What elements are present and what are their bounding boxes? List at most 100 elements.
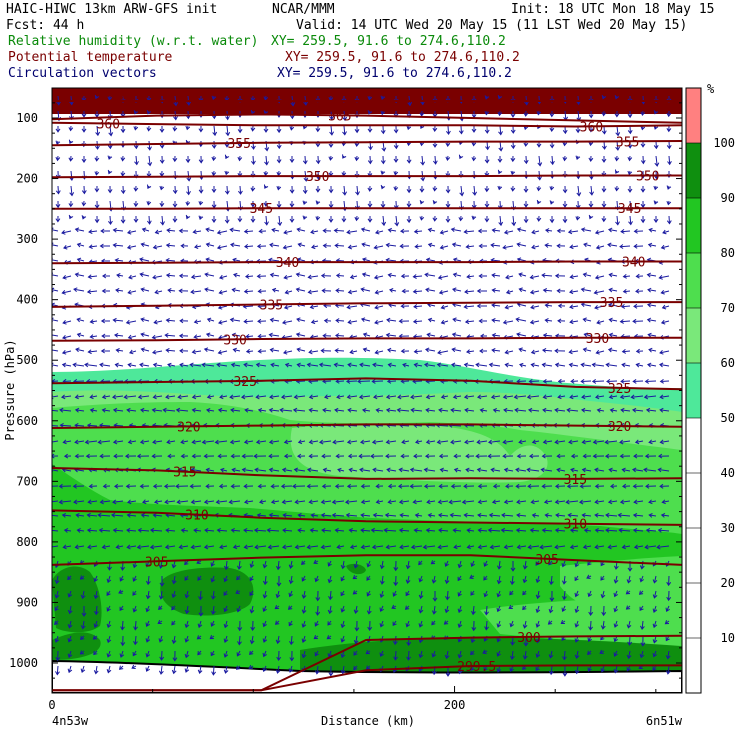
circulation-vector [582, 272, 592, 278]
circulation-vector [484, 110, 490, 116]
circulation-vector [387, 272, 397, 278]
circulation-vector [231, 467, 241, 473]
circulation-vector [619, 244, 631, 249]
circulation-vector [436, 439, 449, 445]
circulation-vector [392, 590, 397, 597]
circulation-vector [277, 215, 283, 227]
circulation-vector [100, 348, 110, 354]
circulation-vector [229, 439, 241, 445]
circulation-vector [62, 274, 72, 280]
circulation-vector [75, 347, 85, 353]
circulation-vector [289, 185, 295, 194]
circulation-vector [61, 362, 72, 368]
circulation-vector [490, 467, 501, 473]
circulation-vector [123, 394, 137, 400]
circulation-vector [119, 650, 125, 658]
circulation-vector [469, 574, 475, 579]
circulation-vector [557, 394, 566, 400]
circulation-vector [406, 635, 412, 647]
circulation-vector [301, 650, 307, 659]
circulation-vector [112, 227, 124, 233]
circulation-vector [184, 635, 190, 643]
circulation-vector [477, 527, 488, 533]
circulation-vector [263, 95, 269, 101]
circulation-vector [54, 590, 60, 599]
circulation-vector [647, 302, 657, 308]
circulation-vector [659, 407, 670, 413]
circulation-vector [197, 650, 202, 656]
circulation-vector [153, 319, 163, 325]
circulation-vector [570, 378, 579, 384]
circulation-vector [399, 228, 410, 234]
theta-line [52, 140, 682, 147]
circulation-vector [205, 467, 215, 473]
circulation-vector [243, 544, 254, 550]
circulation-vector [389, 287, 397, 293]
circulation-vector [315, 125, 321, 133]
circulation-vector [228, 499, 241, 505]
circulation-vector [574, 665, 580, 675]
y-tick-label: 200 [16, 172, 38, 186]
circulation-vector [296, 362, 306, 368]
circulation-vector [537, 155, 543, 167]
circulation-vector [125, 483, 137, 489]
circulation-vector [400, 348, 410, 354]
circulation-vector [458, 215, 464, 222]
circulation-vector [427, 227, 436, 233]
circulation-vector [152, 362, 163, 368]
circulation-vector [220, 467, 228, 473]
circulation-vector [283, 274, 293, 280]
circulation-vector [547, 620, 553, 625]
circulation-vector [526, 467, 540, 473]
circulation-vector [639, 620, 645, 630]
circulation-vector [405, 560, 411, 570]
circulation-vector [268, 453, 280, 459]
circulation-vector [112, 394, 124, 400]
circulation-vector [145, 650, 151, 658]
circulation-vector [425, 394, 436, 400]
circulation-vector [126, 407, 137, 413]
circulation-vector [458, 125, 464, 135]
circulation-vector [192, 229, 202, 235]
circulation-vector [262, 665, 267, 673]
circulation-vector [580, 362, 592, 368]
circulation-vector [282, 512, 293, 518]
circulation-vector [541, 483, 553, 489]
circulation-vector [660, 289, 670, 295]
circulation-vector [383, 527, 397, 533]
circulation-vector [652, 605, 658, 613]
circulation-vector [250, 620, 256, 632]
circulation-vector [413, 304, 423, 309]
circulation-vector [236, 560, 242, 570]
circulation-vector [340, 575, 345, 582]
circulation-vector [93, 575, 98, 583]
circulation-vector [99, 499, 111, 505]
circulation-vector [67, 605, 73, 615]
circulation-vector [146, 125, 152, 132]
circulation-vector [315, 155, 321, 165]
circulation-vector [63, 453, 72, 459]
circulation-vector [80, 635, 85, 641]
circulation-vector [253, 527, 267, 533]
circulation-vector [412, 499, 423, 505]
circulation-vector [509, 590, 514, 596]
circulation-vector [354, 620, 360, 632]
circulation-vector [615, 140, 621, 151]
circulation-vector [191, 453, 202, 459]
circulation-vector [152, 274, 163, 280]
circulation-vector [399, 544, 410, 550]
circulation-vector [430, 560, 436, 565]
circulation-vector [600, 590, 606, 599]
y-tick-label: 600 [16, 414, 38, 428]
circulation-vector [567, 229, 579, 235]
circulation-vector [301, 635, 307, 643]
circulation-vector [133, 200, 139, 208]
circulation-vector [133, 125, 139, 131]
circulation-vector [315, 215, 321, 221]
circulation-vector [522, 605, 527, 611]
circulation-vector [444, 560, 449, 567]
circulation-vector [342, 125, 347, 136]
circulation-vector [360, 527, 371, 533]
circulation-vector [257, 483, 267, 489]
field-rh-xy: XY= 259.5, 91.6 to 274.6,110.2 [271, 34, 506, 49]
